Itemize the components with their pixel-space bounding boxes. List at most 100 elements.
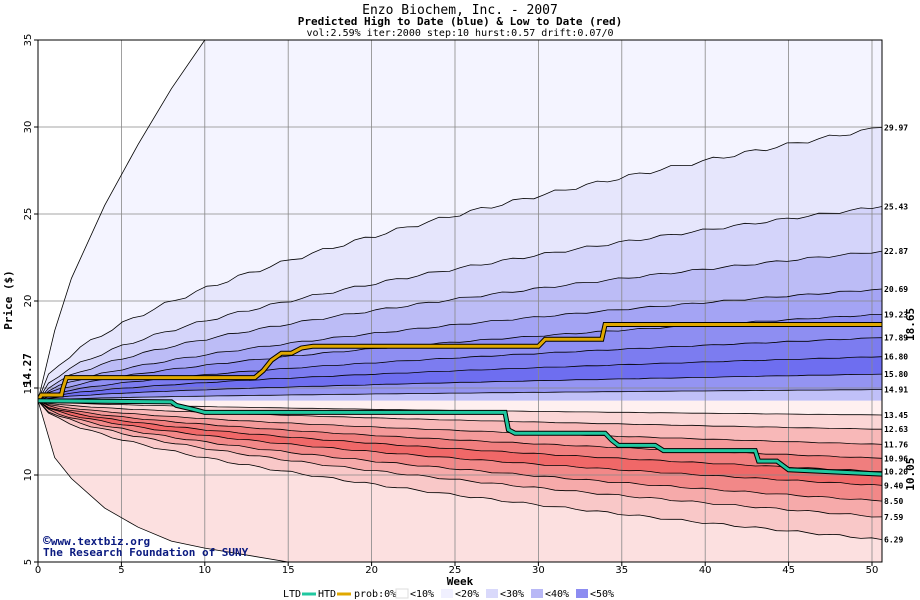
band-line-11 bbox=[38, 400, 882, 445]
y-tick-label-25: 25 bbox=[23, 208, 34, 221]
high-band-2 bbox=[38, 206, 882, 401]
low-band-1 bbox=[38, 400, 882, 430]
low-band-5 bbox=[38, 400, 882, 486]
low-band-0 bbox=[38, 400, 882, 415]
band-line-0 bbox=[38, 127, 882, 401]
band-line-15 bbox=[38, 400, 882, 502]
band-line-17 bbox=[38, 400, 882, 540]
probability-bands bbox=[38, 40, 882, 562]
low-band-end-label: 7.59 bbox=[884, 513, 903, 522]
credit-line-2: The Research Foundation of SUNY bbox=[43, 546, 249, 559]
x-tick-label-20: 20 bbox=[365, 565, 378, 576]
high-band-5 bbox=[38, 314, 882, 401]
low-band-3 bbox=[38, 400, 882, 459]
low-band-9 bbox=[38, 400, 882, 562]
high-band-1 bbox=[38, 127, 882, 401]
low-band-end-label: 13.45 bbox=[884, 411, 908, 420]
legend-swatch-40 bbox=[576, 589, 588, 598]
high-band-end-label: 16.80 bbox=[884, 353, 908, 362]
low-band-end-label: 11.76 bbox=[884, 440, 908, 449]
x-tick-label-15: 15 bbox=[282, 565, 295, 576]
end-low-price-label: 10.05 bbox=[904, 458, 917, 491]
x-tick-label-35: 35 bbox=[615, 565, 628, 576]
legend-entry-30: <30% bbox=[500, 589, 524, 600]
high-band-6 bbox=[38, 337, 882, 401]
band-end-labels: 29.97 25.43 22.87 20.69 19.23 17.89 16.80 15.80… bbox=[884, 124, 908, 545]
legend-swatch-20 bbox=[486, 589, 498, 598]
band-line-3 bbox=[38, 288, 882, 401]
low-band-end-label: 12.63 bbox=[884, 425, 908, 434]
low-band-2 bbox=[38, 400, 882, 445]
band-line-8 bbox=[38, 389, 882, 402]
low-band-4 bbox=[38, 400, 882, 472]
chart-subtitle: Predicted High to Date (blue) & Low to D… bbox=[298, 15, 623, 28]
legend-entry-50: <50% bbox=[590, 589, 614, 600]
x-tick-label-25: 25 bbox=[449, 565, 462, 576]
copyright-icon: © bbox=[43, 534, 51, 549]
y-axis-label: Price ($) bbox=[2, 270, 15, 330]
credit-url: www.textbiz.org bbox=[51, 535, 150, 548]
legend-ltd-label: LTD bbox=[283, 589, 301, 600]
high-band-end-label: 17.89 bbox=[884, 334, 908, 343]
y-tick-label-10: 10 bbox=[23, 469, 34, 482]
high-band-7 bbox=[38, 356, 882, 401]
chart-title: Enzo Biochem, Inc. - 2007 bbox=[362, 3, 558, 18]
x-tick-label-40: 40 bbox=[699, 565, 712, 576]
legend-prob-label: prob:0% bbox=[354, 589, 396, 600]
x-tick-label-50: 50 bbox=[866, 565, 879, 576]
y-tick-label-30: 30 bbox=[23, 121, 34, 134]
y-tick-label-5: 5 bbox=[23, 559, 34, 565]
x-tick-label-45: 45 bbox=[782, 565, 795, 576]
low-band-7 bbox=[38, 400, 882, 517]
outer-high-line bbox=[38, 40, 206, 401]
y-tick-label-20: 20 bbox=[23, 295, 34, 308]
chart-params: vol:2.59% iter:2000 step:10 hurst:0.57 d… bbox=[306, 28, 613, 39]
grid-lines bbox=[38, 39, 882, 562]
low-band-end-label: 10.20 bbox=[884, 468, 908, 477]
band-line-10 bbox=[38, 400, 882, 430]
y-tick-label-15: 15 bbox=[23, 382, 34, 395]
low-band-8 bbox=[38, 400, 882, 540]
legend-entry-10: <10% bbox=[410, 589, 434, 600]
credit-line-1: ©www.textbiz.org bbox=[43, 534, 150, 549]
band-line-6 bbox=[38, 356, 882, 402]
x-tick-label-10: 10 bbox=[198, 565, 211, 576]
low-band-6 bbox=[38, 400, 882, 502]
y-axis-ticks: 5 10 15 20 25 30 35 bbox=[23, 34, 38, 565]
legend-swatch-30 bbox=[531, 589, 543, 598]
legend-swatch-0 bbox=[395, 588, 409, 599]
band-line-16 bbox=[38, 400, 882, 518]
high-band-0 bbox=[38, 40, 882, 401]
legend-entry-40: <40% bbox=[545, 589, 569, 600]
band-line-1 bbox=[38, 206, 882, 401]
band-line-13 bbox=[38, 400, 882, 472]
legend-entry-20: <20% bbox=[455, 589, 479, 600]
high-band-end-label: 15.80 bbox=[884, 370, 908, 379]
low-band-end-label: 6.29 bbox=[884, 536, 903, 545]
high-band-end-label: 22.87 bbox=[884, 247, 908, 256]
high-band-end-label: 14.91 bbox=[884, 386, 908, 395]
outer-low-line bbox=[38, 400, 289, 562]
high-band-end-label: 25.43 bbox=[884, 203, 908, 212]
start-price-label: 14.27 bbox=[21, 353, 34, 386]
series-line-ltd bbox=[38, 399, 882, 476]
x-tick-label-0: 0 bbox=[35, 565, 41, 576]
series-layer bbox=[38, 322, 882, 477]
high-band-8 bbox=[38, 374, 882, 401]
band-line-7 bbox=[38, 373, 882, 402]
x-axis-ticks: 0 5 10 15 20 25 30 35 40 45 50 bbox=[35, 562, 879, 576]
x-tick-label-5: 5 bbox=[118, 565, 124, 576]
legend: LTD HTD prob:0% <10% <20% <30% <40% <50% bbox=[283, 588, 614, 600]
band-line-2 bbox=[38, 250, 882, 401]
low-band-end-label: 10.96 bbox=[884, 454, 908, 463]
low-band-end-label: 8.50 bbox=[884, 497, 903, 506]
high-band-4 bbox=[38, 289, 882, 401]
legend-swatch-10 bbox=[441, 589, 453, 598]
high-band-3 bbox=[38, 251, 882, 401]
band-line-14 bbox=[38, 400, 882, 486]
x-tick-label-30: 30 bbox=[532, 565, 545, 576]
x-axis-label: Week bbox=[447, 575, 474, 588]
series-line-htd bbox=[38, 323, 882, 402]
low-band-end-label: 9.40 bbox=[884, 481, 903, 490]
